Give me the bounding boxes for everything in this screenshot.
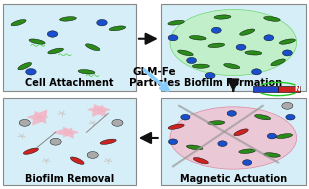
Ellipse shape: [78, 70, 95, 74]
Ellipse shape: [168, 20, 184, 25]
Ellipse shape: [109, 26, 126, 31]
FancyBboxPatch shape: [278, 86, 300, 92]
Text: Biofilm Formation: Biofilm Formation: [184, 78, 282, 88]
FancyBboxPatch shape: [161, 4, 306, 91]
Ellipse shape: [178, 50, 193, 56]
Circle shape: [19, 119, 30, 126]
FancyBboxPatch shape: [253, 86, 278, 92]
Text: N: N: [294, 86, 301, 92]
Polygon shape: [99, 108, 111, 112]
Ellipse shape: [189, 36, 206, 40]
Polygon shape: [68, 130, 79, 134]
Circle shape: [112, 119, 123, 126]
Ellipse shape: [240, 29, 255, 35]
Polygon shape: [98, 105, 103, 110]
Polygon shape: [39, 110, 47, 117]
Ellipse shape: [11, 19, 26, 26]
Polygon shape: [63, 132, 69, 137]
Ellipse shape: [276, 134, 293, 139]
Ellipse shape: [239, 149, 256, 153]
Ellipse shape: [86, 44, 100, 51]
FancyBboxPatch shape: [3, 4, 136, 91]
Polygon shape: [87, 108, 99, 112]
Ellipse shape: [208, 121, 225, 125]
Ellipse shape: [264, 16, 280, 21]
Ellipse shape: [170, 107, 297, 169]
Ellipse shape: [168, 124, 184, 129]
Text: Magnetic Actuation: Magnetic Actuation: [180, 174, 287, 184]
Text: GLM-Fe: GLM-Fe: [133, 67, 176, 77]
Circle shape: [187, 57, 197, 64]
Ellipse shape: [279, 39, 295, 44]
Polygon shape: [53, 130, 68, 135]
Polygon shape: [94, 105, 99, 110]
Ellipse shape: [48, 48, 63, 54]
Circle shape: [227, 111, 236, 116]
Polygon shape: [67, 128, 72, 132]
Circle shape: [87, 152, 98, 158]
Circle shape: [236, 44, 246, 50]
Ellipse shape: [234, 129, 248, 136]
Circle shape: [282, 50, 292, 56]
Ellipse shape: [70, 157, 84, 164]
Ellipse shape: [255, 115, 271, 120]
Circle shape: [211, 27, 221, 33]
Ellipse shape: [192, 64, 209, 68]
Ellipse shape: [208, 43, 225, 48]
Circle shape: [205, 73, 215, 79]
Circle shape: [97, 19, 107, 26]
Text: Cell Attachment: Cell Attachment: [25, 78, 114, 88]
Circle shape: [47, 31, 58, 37]
Circle shape: [243, 160, 252, 165]
Ellipse shape: [271, 59, 285, 66]
Polygon shape: [35, 111, 41, 117]
Circle shape: [286, 114, 295, 120]
Polygon shape: [63, 127, 69, 132]
Circle shape: [50, 138, 61, 145]
Circle shape: [26, 69, 36, 75]
Polygon shape: [40, 116, 49, 119]
Circle shape: [267, 133, 277, 139]
Polygon shape: [98, 110, 106, 117]
Circle shape: [168, 139, 178, 145]
Circle shape: [264, 35, 274, 41]
Ellipse shape: [224, 64, 240, 69]
Text: Biofilm Removal: Biofilm Removal: [25, 174, 114, 184]
Ellipse shape: [245, 51, 262, 55]
FancyBboxPatch shape: [3, 98, 136, 185]
Ellipse shape: [18, 62, 32, 70]
Ellipse shape: [170, 9, 297, 76]
Text: Particles: Particles: [129, 78, 180, 88]
Ellipse shape: [193, 157, 208, 164]
Polygon shape: [32, 117, 41, 125]
Circle shape: [218, 141, 227, 146]
Circle shape: [168, 35, 178, 41]
Polygon shape: [67, 132, 74, 138]
Ellipse shape: [186, 145, 203, 150]
Polygon shape: [27, 115, 40, 120]
Ellipse shape: [100, 139, 116, 144]
Circle shape: [282, 102, 293, 109]
Polygon shape: [92, 110, 100, 116]
FancyBboxPatch shape: [161, 98, 306, 185]
Circle shape: [181, 114, 190, 120]
Ellipse shape: [60, 17, 76, 21]
Ellipse shape: [23, 148, 38, 154]
Ellipse shape: [214, 15, 231, 19]
Ellipse shape: [29, 39, 45, 44]
Circle shape: [252, 69, 261, 75]
Ellipse shape: [264, 153, 280, 157]
Polygon shape: [40, 117, 46, 123]
